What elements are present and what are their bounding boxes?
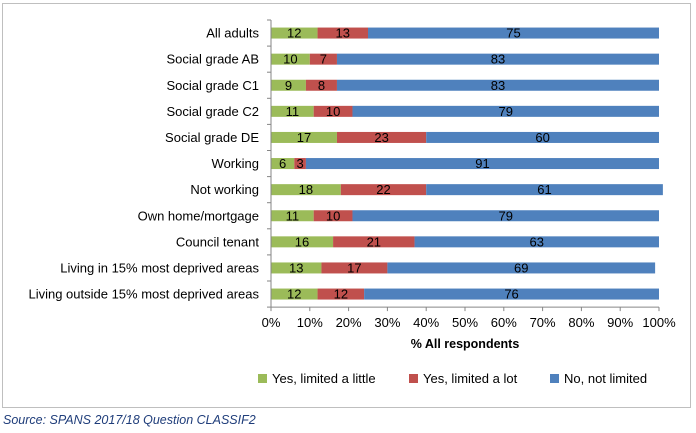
bar-segment	[271, 105, 314, 117]
data-label: 12	[287, 26, 301, 41]
x-tick-label: 20%	[336, 315, 362, 330]
data-label: 16	[295, 234, 309, 249]
bar-segment	[387, 262, 656, 274]
bar-segment	[426, 131, 659, 143]
category-label: Own home/mortgage	[138, 208, 259, 223]
bar-segment	[271, 262, 322, 274]
bar-segment	[271, 79, 306, 91]
data-label: 8	[318, 78, 325, 93]
bar-segment	[336, 131, 427, 143]
data-label: 13	[289, 260, 303, 275]
legend-swatch	[258, 374, 267, 383]
data-label: 10	[283, 52, 297, 67]
bar-segment	[321, 262, 388, 274]
data-label: 79	[499, 104, 513, 119]
bar-segment	[271, 236, 334, 248]
bar-segment	[426, 184, 663, 196]
bar-segment	[271, 53, 310, 65]
bar-segment	[364, 288, 659, 300]
bar-segment	[313, 210, 353, 222]
bar-segment	[333, 236, 415, 248]
bar-segment	[271, 27, 318, 39]
category-label: Working	[212, 156, 259, 171]
category-label: All adults	[206, 26, 259, 41]
bar-segment	[271, 131, 337, 143]
bar-segment	[313, 105, 353, 117]
x-tick-label: 80%	[568, 315, 594, 330]
data-label: 11	[286, 208, 300, 223]
data-label: 6	[279, 156, 286, 171]
data-label: 9	[285, 78, 292, 93]
category-label: Living in 15% most deprived areas	[60, 260, 259, 275]
data-label: 13	[336, 26, 350, 41]
category-label: Council tenant	[176, 234, 259, 249]
category-label: Social grade C1	[167, 78, 260, 93]
data-label: 7	[320, 52, 327, 67]
bar-segment	[271, 184, 341, 196]
data-label: 91	[475, 156, 489, 171]
category-label: Social grade AB	[166, 52, 259, 67]
data-label: 63	[530, 234, 544, 249]
data-label: 69	[514, 260, 528, 275]
bar-segment	[271, 288, 318, 300]
bar-segment	[336, 79, 659, 91]
chart-frame	[2, 3, 691, 408]
x-tick-label: 30%	[374, 315, 400, 330]
data-label: 79	[499, 208, 513, 223]
data-label: 76	[504, 287, 518, 302]
data-label: 10	[326, 104, 340, 119]
bar-segment	[294, 158, 306, 170]
bar-segment	[352, 210, 659, 222]
data-label: 75	[506, 26, 520, 41]
bar-segment	[340, 184, 427, 196]
bar-segment	[352, 105, 659, 117]
bar-segment	[305, 79, 337, 91]
x-tick-label: 90%	[607, 315, 633, 330]
data-label: 61	[537, 182, 551, 197]
x-tick-label: 50%	[452, 315, 478, 330]
legend-swatch	[409, 374, 418, 383]
data-label: 23	[374, 130, 388, 145]
data-label: 11	[286, 104, 300, 119]
x-tick-label: 60%	[491, 315, 517, 330]
data-label: 12	[334, 287, 348, 302]
category-label: Not working	[190, 182, 259, 197]
category-label: Living outside 15% most deprived areas	[28, 287, 259, 302]
data-label: 83	[491, 78, 505, 93]
bar-segment	[414, 236, 659, 248]
bar-segment	[336, 53, 659, 65]
bar-segment	[317, 288, 365, 300]
x-axis-title: % All respondents	[411, 337, 520, 351]
source-note: Source: SPANS 2017/18 Question CLASSIF2	[3, 413, 256, 427]
data-label: 12	[287, 287, 301, 302]
data-label: 60	[535, 130, 549, 145]
bar-segment	[305, 158, 659, 170]
data-label: 21	[367, 234, 381, 249]
x-tick-label: 100%	[642, 315, 676, 330]
category-label: Social grade C2	[167, 104, 260, 119]
data-label: 10	[326, 208, 340, 223]
data-label: 22	[376, 182, 390, 197]
bar-segment	[271, 158, 295, 170]
x-tick-label: 10%	[297, 315, 323, 330]
bar-segment	[317, 27, 368, 39]
data-label: 18	[299, 182, 313, 197]
legend-label: No, not limited	[564, 371, 647, 386]
bar-segment	[368, 27, 659, 39]
x-tick-label: 70%	[530, 315, 556, 330]
data-label: 17	[347, 260, 361, 275]
legend-label: Yes, limited a lot	[423, 371, 518, 386]
data-label: 3	[296, 156, 303, 171]
data-label: 17	[297, 130, 311, 145]
legend-label: Yes, limited a little	[272, 371, 376, 386]
x-tick-label: 0%	[262, 315, 281, 330]
legend-swatch	[550, 374, 559, 383]
category-label: Social grade DE	[165, 130, 259, 145]
bar-segment	[271, 210, 314, 222]
data-label: 83	[491, 52, 505, 67]
bar-segment	[309, 53, 337, 65]
x-tick-label: 40%	[413, 315, 439, 330]
